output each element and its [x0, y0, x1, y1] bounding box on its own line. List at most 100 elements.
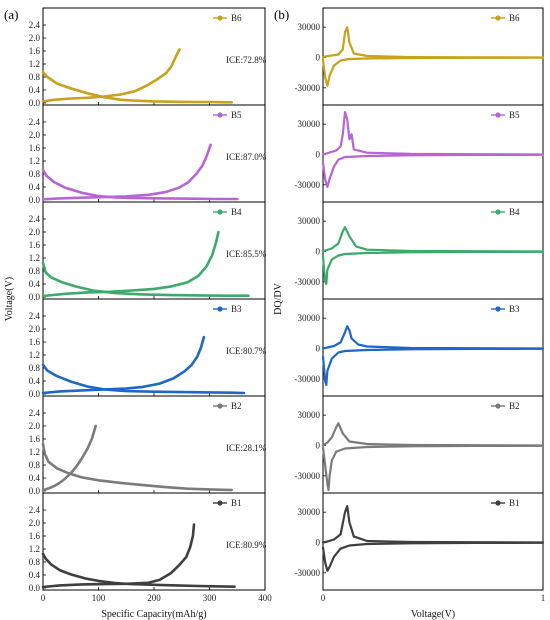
x-tick-label: 300	[203, 593, 217, 603]
subplot-b1: -30000 0 30000 0 1 B1	[295, 492, 546, 603]
y-tick-label: 0	[316, 441, 321, 451]
y-tick-label: 1.2	[29, 544, 40, 554]
y-axis-title: Voltage(V)	[4, 277, 15, 321]
y-tick-label: 30000	[298, 410, 321, 420]
legend-marker	[217, 112, 223, 118]
subplot-b5: 0.0 0.4 0.8 1.2 1.6 2.0 2.4 ICE:87.0% B5	[29, 104, 267, 205]
subplot-b5: -30000 0 30000 B5	[295, 104, 545, 203]
legend-marker	[217, 403, 223, 409]
legend-label: B6	[231, 13, 242, 23]
y-tick-label: 0.0	[29, 292, 41, 302]
series-line-dqdv-b1	[321, 505, 545, 572]
x-axis-title: Specific Capacity(mAh/g)	[101, 609, 206, 620]
legend-marker	[495, 209, 501, 215]
series-line-dqdv-b5	[321, 110, 545, 188]
y-tick-label: 30000	[298, 216, 321, 226]
y-tick-label: 0	[316, 247, 321, 257]
y-tick-label: 0.8	[29, 266, 41, 276]
ice-annotation: ICE:85.5%	[226, 249, 267, 259]
y-tick-label: -30000	[295, 277, 321, 287]
legend-b4: B4	[213, 207, 242, 217]
series-line-dqdv-b3	[321, 325, 545, 386]
x-tick-label: 1	[541, 593, 546, 603]
y-tick-label: 2.4	[29, 117, 41, 127]
y-tick-label: 30000	[298, 313, 321, 323]
y-tick-label: 0.8	[29, 72, 41, 82]
legend-label: B3	[231, 304, 242, 314]
subplot-b1: 0.0 0.4 0.8 1.2 1.6 2.0 2.4 0 100 200 300 400 ICE:80…	[29, 492, 272, 603]
y-tick-label: 2.4	[29, 505, 41, 515]
y-tick-label: 0.8	[29, 169, 41, 179]
subplot-b2: 0.0 0.4 0.8 1.2 1.6 2.0 2.4 ICE:28.1% B2	[29, 395, 267, 496]
subplot-b4: 0.0 0.4 0.8 1.2 1.6 2.0 2.4 ICE:85.5% B4	[29, 201, 267, 302]
series-line-charge-b5	[41, 143, 212, 201]
legend-label: B1	[509, 498, 520, 508]
y-tick-label: 1.2	[29, 156, 40, 166]
series-line-charge-b3	[41, 335, 206, 395]
chart-a-capacity-voltage: 0.0 0.4 0.8 1.2 1.6 2.0 2.4 ICE:72.8% B6 0.0 0.4 0.…	[4, 7, 272, 620]
legend-label: B6	[509, 13, 520, 23]
legend-label: B4	[509, 207, 520, 217]
y-axis-title: DQ/DV	[273, 282, 284, 314]
y-tick-label: 1.6	[29, 143, 41, 153]
x-axis-title: Voltage(V)	[411, 609, 455, 620]
y-tick-label: 0.0	[29, 583, 41, 593]
y-tick-label: 0.4	[29, 85, 41, 95]
y-tick-label: -30000	[295, 83, 321, 93]
y-tick-label: 0.4	[29, 182, 41, 192]
series-line-dqdv-b4	[321, 226, 545, 285]
y-tick-label: 1.2	[29, 350, 40, 360]
y-tick-label: 0.0	[29, 195, 41, 205]
subplot-b2: -30000 0 30000 B2	[295, 395, 545, 494]
series-line-discharge-b2	[41, 442, 233, 492]
y-tick-label: 1.2	[29, 447, 40, 457]
y-tick-label: 30000	[298, 507, 321, 517]
y-tick-label: 2.0	[29, 518, 41, 528]
legend-b6: B6	[213, 13, 242, 23]
y-tick-label: 2.4	[29, 311, 41, 321]
legend-b1: B1	[213, 498, 242, 508]
legend-marker	[217, 306, 223, 312]
series-line-discharge-b3	[41, 363, 246, 395]
legend-label: B5	[231, 110, 242, 120]
y-tick-label: -30000	[295, 568, 321, 578]
y-tick-label: 0	[316, 150, 321, 160]
series-line-dqdv-b2	[321, 422, 545, 492]
series-line-charge-b2	[41, 424, 97, 492]
legend-marker	[217, 500, 223, 506]
y-tick-label: 1.6	[29, 434, 41, 444]
y-tick-label: -30000	[295, 471, 321, 481]
subplot-b6: -30000 0 30000 B6	[295, 7, 545, 106]
legend-label: B1	[231, 498, 242, 508]
y-tick-label: 0.4	[29, 279, 41, 289]
legend-label: B3	[509, 304, 520, 314]
y-tick-label: 0.4	[29, 376, 41, 386]
panel-b-label: (b)	[274, 7, 289, 22]
subplot-b3: -30000 0 30000 B3	[295, 298, 545, 397]
x-tick-label: 400	[258, 593, 272, 603]
series-line-charge-b1	[41, 523, 196, 589]
y-tick-label: 30000	[298, 119, 321, 129]
legend-label: B2	[231, 401, 242, 411]
y-tick-label: 0.8	[29, 363, 41, 373]
y-tick-label: 2.4	[29, 408, 41, 418]
subplot-b6: 0.0 0.4 0.8 1.2 1.6 2.0 2.4 ICE:72.8% B6	[29, 7, 267, 108]
legend-label: B2	[509, 401, 520, 411]
legend-b2: B2	[213, 401, 242, 411]
x-tick-label: 0	[321, 593, 326, 603]
legend-b5: B5	[491, 110, 520, 120]
series-line-dqdv-b6	[321, 26, 545, 87]
x-tick-label: 100	[92, 593, 106, 603]
x-tick-label: 200	[147, 593, 161, 603]
ice-annotation: ICE:72.8%	[226, 55, 267, 65]
y-tick-label: 0	[316, 538, 321, 548]
legend-b5: B5	[213, 110, 242, 120]
y-tick-label: -30000	[295, 180, 321, 190]
y-tick-label: 1.6	[29, 531, 41, 541]
series-line-discharge-b1	[41, 552, 236, 589]
y-tick-label: 30000	[298, 22, 321, 32]
y-tick-label: 2.0	[29, 421, 41, 431]
y-tick-label: 1.2	[29, 59, 40, 69]
legend-marker	[495, 500, 501, 506]
